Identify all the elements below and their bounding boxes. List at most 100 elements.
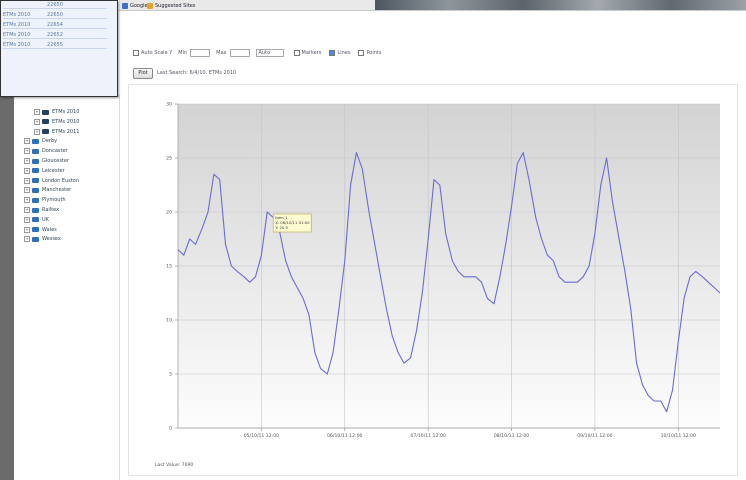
expand-icon[interactable]: + [24, 226, 30, 233]
y-tick-label: 20 [166, 210, 172, 216]
sidebar-item[interactable]: + London Euston [24, 177, 79, 185]
x-tick-label: 07/10/11 12:00 [410, 433, 445, 439]
lines-checkbox[interactable] [329, 50, 336, 56]
favorite-suggested-sites[interactable]: Suggested Sites [147, 2, 195, 9]
x-tick-label: 06/10/11 12:00 [327, 433, 362, 439]
expand-icon[interactable]: + [34, 109, 40, 115]
sidebar-item-label: UK [42, 216, 49, 223]
sidebar-item[interactable]: + ETMs 2010 [34, 118, 79, 126]
auto-scale-label: Auto Scale Y [141, 50, 173, 56]
expand-icon[interactable]: + [24, 138, 30, 145]
table-cell: 22654 [47, 21, 63, 28]
folder-icon [32, 217, 39, 223]
scale-select[interactable]: Auto [255, 49, 284, 57]
table-row[interactable]: ETMs 2010 22652 [3, 31, 107, 39]
expand-icon[interactable]: + [34, 128, 40, 135]
tooltip-text: X: 06/10/11 01:00 [275, 220, 310, 225]
sidebar-item-label: Railtex [42, 207, 60, 213]
expand-icon[interactable]: + [24, 236, 30, 243]
expand-icon[interactable]: + [24, 158, 30, 164]
markers-checkbox[interactable] [293, 50, 300, 56]
sidebar-item[interactable]: + ETMs 2010 [34, 108, 79, 116]
folder-icon [32, 158, 39, 164]
folder-icon [32, 187, 39, 193]
plot-button[interactable]: Plot [133, 68, 153, 79]
sidebar-item-label: Leicester [42, 167, 65, 174]
y-tick-label: 0 [169, 426, 172, 432]
markers-label: Markers [301, 50, 322, 56]
x-tick-label: 09/10/11 12:00 [577, 433, 612, 439]
x-tick-label: 05/10/11 12:00 [244, 433, 279, 439]
folder-icon [32, 207, 39, 213]
sidebar-item[interactable]: + Doncaster [24, 147, 68, 155]
table-cell: ETMs 2010 [3, 41, 31, 48]
sidebar-item-label: ETMs 2011 [52, 128, 80, 135]
lines-label: Lines [337, 50, 351, 56]
table-cell: 22652 [47, 31, 63, 38]
sidebar-item-label: ETMs 2010 [52, 109, 80, 115]
y-tick-label: 5 [169, 372, 172, 378]
table-cell: ETMs 2010 [3, 11, 31, 18]
points-checkbox[interactable] [358, 50, 365, 56]
table-row[interactable]: ETMs 2010 22655 [3, 41, 107, 49]
favorite-label: Google [130, 2, 148, 9]
expand-icon[interactable]: + [24, 177, 30, 184]
sidebar-item[interactable]: + ETMs 2011 [34, 128, 79, 136]
sidebar-item-label: ETMs 2010 [52, 118, 80, 125]
tooltip-text: Item 1 [275, 215, 288, 220]
sidebar-item[interactable]: + Gloucester [24, 157, 69, 165]
expand-icon[interactable]: + [24, 167, 30, 174]
popup-table: 22650 ETMs 2010 22650 ETMs 2010 22654 ETMs 20… [0, 0, 118, 97]
sidebar-item[interactable]: + Derby [24, 137, 57, 145]
sidebar-item-label: Manchester [42, 187, 72, 194]
table-row[interactable]: ETMs 2010 22650 [3, 11, 107, 19]
sidebar-item[interactable]: + Railtex [24, 206, 59, 214]
tooltip-box [272, 213, 312, 233]
sidebar-item-label: Gloucester [42, 158, 70, 164]
tooltip-text: Y: 20.5 [275, 225, 288, 230]
expand-icon[interactable]: + [24, 197, 30, 204]
sidebar-item[interactable]: + Plymouth [24, 196, 66, 204]
sidebar-item[interactable]: + Manchester [24, 186, 71, 194]
dark-folder-icon [42, 109, 49, 115]
sidebar-item[interactable]: + Leicester [24, 167, 65, 175]
auto-scale-checkbox[interactable] [133, 50, 139, 56]
folder-icon [32, 148, 39, 154]
table-row[interactable]: ETMs 2010 22654 [3, 21, 107, 29]
expand-icon[interactable]: + [24, 216, 30, 223]
sidebar-item[interactable]: + Wales [24, 226, 57, 234]
expand-icon[interactable]: + [24, 148, 30, 155]
favorite-label: Suggested Sites [155, 2, 196, 9]
chart-footer-label: Last Value: 7690 [155, 462, 193, 468]
suggested-sites-icon [147, 2, 153, 9]
table-cell: 22650 [47, 1, 63, 8]
dark-folder-icon [42, 119, 49, 125]
points-label: Points [366, 50, 382, 56]
sidebar-item[interactable]: + UK [24, 216, 49, 224]
table-cell: 22655 [47, 41, 63, 48]
table-cell: ETMs 2010 [3, 21, 31, 28]
expand-icon[interactable]: + [24, 187, 30, 194]
table-cell: 22650 [47, 11, 63, 18]
sidebar [14, 95, 120, 480]
max-label: Max [216, 50, 227, 56]
expand-icon[interactable]: + [34, 118, 40, 125]
x-tick-label: 08/10/11 12:00 [494, 433, 529, 439]
min-input[interactable] [190, 49, 211, 57]
folder-icon [32, 168, 39, 174]
scale-select-value: Auto [258, 50, 271, 56]
folder-icon [32, 197, 39, 203]
x-tick-label: 10/10/11 12:00 [661, 433, 696, 439]
table-row[interactable]: 22650 [3, 1, 107, 9]
expand-icon[interactable]: + [24, 207, 30, 213]
sidebar-item-label: Wessex [42, 236, 61, 243]
folder-icon [32, 227, 39, 233]
favorite-google[interactable]: Google [122, 2, 148, 9]
y-tick-label: 15 [166, 264, 172, 270]
max-input[interactable] [229, 49, 250, 57]
folder-icon [32, 138, 39, 144]
last-search: Last Search: 6/4/10, ETMs 2010 [157, 70, 237, 76]
sidebar-item[interactable]: + Wessex [24, 235, 61, 243]
y-tick-label: 30 [166, 102, 172, 108]
sidebar-item-label: Wales [42, 226, 57, 233]
